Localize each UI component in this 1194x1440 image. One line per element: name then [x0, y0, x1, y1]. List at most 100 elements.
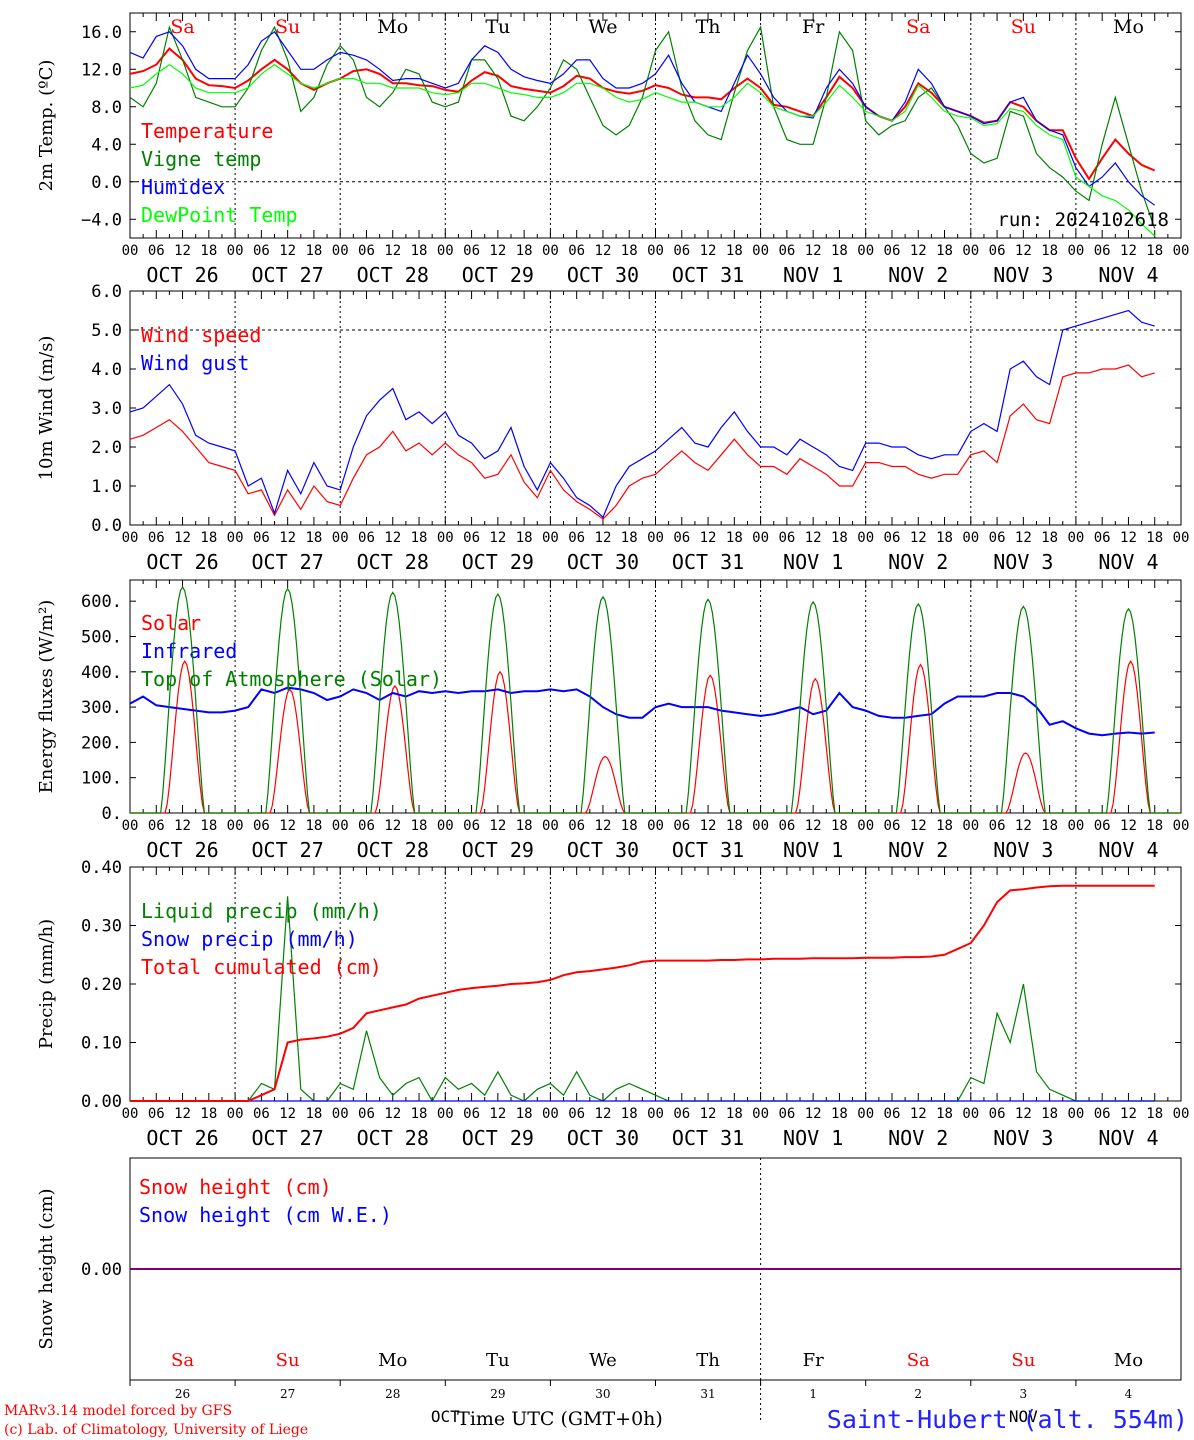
bottom-weekday-label: Sa	[171, 1350, 194, 1371]
x-hour-label: 06	[358, 243, 375, 259]
x-hour-label: 06	[1094, 530, 1111, 546]
x-hour-label: 12	[910, 1106, 927, 1122]
bottom-weekday-label: We	[589, 1350, 617, 1371]
series-line-temp-3	[129, 63, 1156, 237]
x-hour-label: 12	[1120, 243, 1137, 259]
x-date-label: OCT 31	[672, 838, 744, 862]
x-date-label: NOV 2	[888, 550, 948, 574]
x-hour-label: 18	[1041, 530, 1058, 546]
y-tick-label: −4.0	[81, 210, 122, 230]
x-hour-label: 18	[831, 818, 848, 834]
x-hour-label: 18	[1146, 1106, 1163, 1122]
x-hour-label: 00	[122, 243, 139, 259]
x-hour-label: 06	[463, 1106, 480, 1122]
x-hour-label: 00	[1067, 243, 1084, 259]
x-hour-label: 00	[752, 243, 769, 259]
y-tick-label: 0.0	[91, 516, 122, 536]
x-hour-label: 06	[673, 530, 690, 546]
x-hour-label: 00	[437, 530, 454, 546]
x-hour-label: 00	[437, 243, 454, 259]
legend-entry: DewPoint Temp	[141, 203, 298, 227]
x-hour-label: 00	[542, 1106, 559, 1122]
x-hour-label: 06	[673, 243, 690, 259]
weekday-label: Tu	[485, 16, 510, 38]
x-hour-label: 06	[568, 818, 585, 834]
x-hour-label: 12	[910, 818, 927, 834]
x-hour-label: 06	[568, 1106, 585, 1122]
legend-entry: Snow height (cm)	[139, 1175, 332, 1199]
x-date-label: OCT 28	[357, 838, 429, 862]
x-hour-label: 12	[174, 243, 191, 259]
legend-entry: Liquid precip (mm/h)	[141, 899, 382, 923]
legend-entry: Humidex	[141, 175, 225, 199]
x-hour-label: 06	[673, 1106, 690, 1122]
bottom-weekday-label: Fr	[803, 1350, 824, 1371]
bottom-weekday-label: Sa	[907, 1350, 930, 1371]
x-hour-label: 12	[1015, 1106, 1032, 1122]
x-hour-label: 06	[148, 1106, 165, 1122]
x-hour-label: 12	[384, 1106, 401, 1122]
x-hour-label: 00	[227, 818, 244, 834]
y-tick-label: 0.10	[81, 1034, 122, 1054]
x-date-label: OCT 27	[252, 1126, 324, 1150]
x-date-label: OCT 26	[146, 263, 218, 287]
series-line-wind-0	[129, 364, 1155, 520]
x-hour-label: 18	[516, 530, 533, 546]
x-hour-label: 06	[148, 243, 165, 259]
x-hour-label: 18	[831, 1106, 848, 1122]
x-hour-label: 12	[489, 243, 506, 259]
weekday-label: Sa	[170, 16, 194, 38]
month-label: OCT	[431, 1407, 460, 1426]
x-date-label: NOV 3	[993, 263, 1053, 287]
x-date-label: OCT 29	[462, 1126, 534, 1150]
x-hour-label: 18	[200, 1106, 217, 1122]
x-date-label: OCT 26	[146, 1126, 218, 1150]
x-hour-label: 06	[148, 530, 165, 546]
x-hour-label: 00	[437, 1106, 454, 1122]
weekday-label: Sa	[906, 16, 930, 38]
weekday-label: Fr	[802, 16, 825, 38]
bottom-day-number: 28	[385, 1387, 400, 1401]
x-date-label: OCT 28	[357, 550, 429, 574]
x-hour-label: 00	[227, 530, 244, 546]
x-date-label: NOV 1	[783, 263, 843, 287]
series-line-precip-2	[130, 884, 1155, 1102]
x-hour-label: 06	[568, 243, 585, 259]
series-line-temp-1	[129, 25, 1156, 229]
bottom-day-number: 31	[700, 1387, 715, 1401]
y-tick-label: 6.0	[91, 282, 122, 302]
x-hour-label: 12	[174, 530, 191, 546]
y-tick-label: 400.	[81, 663, 122, 683]
x-hour-label: 06	[358, 1106, 375, 1122]
x-hour-label: 18	[621, 818, 638, 834]
x-hour-label: 12	[595, 818, 612, 834]
x-hour-label: 12	[805, 818, 822, 834]
x-hour-label: 00	[227, 1106, 244, 1122]
x-date-label: NOV 2	[888, 1126, 948, 1150]
credit-line-2: (c) Lab. of Climatology, University of L…	[4, 1422, 308, 1438]
y-tick-label: 600.	[81, 592, 122, 612]
y-axis-label: Precip (mm/h)	[36, 919, 57, 1049]
bottom-day-number: 30	[595, 1387, 610, 1401]
x-hour-label: 00	[1067, 818, 1084, 834]
x-hour-label: 06	[253, 818, 270, 834]
x-hour-label: 00	[752, 1106, 769, 1122]
x-hour-label: 12	[279, 1106, 296, 1122]
x-hour-label: 00	[857, 530, 874, 546]
weekday-label: We	[588, 16, 617, 38]
x-hour-label: 18	[1146, 243, 1163, 259]
x-hour-label: 12	[279, 243, 296, 259]
x-hour-label: 18	[200, 530, 217, 546]
bottom-day-number: 3	[1020, 1387, 1028, 1401]
x-axis-title: Time UTC (GMT+0h)	[457, 1408, 663, 1430]
x-hour-label: 06	[358, 530, 375, 546]
y-tick-label: 2.0	[91, 438, 122, 458]
x-hour-label: 00	[542, 530, 559, 546]
x-hour-label: 00	[857, 1106, 874, 1122]
bottom-day-number: 4	[1125, 1387, 1133, 1401]
x-hour-label: 00	[647, 530, 664, 546]
bottom-day-number: 2	[914, 1387, 922, 1401]
x-hour-label: 06	[463, 818, 480, 834]
legend-entry: Temperature	[141, 119, 273, 143]
